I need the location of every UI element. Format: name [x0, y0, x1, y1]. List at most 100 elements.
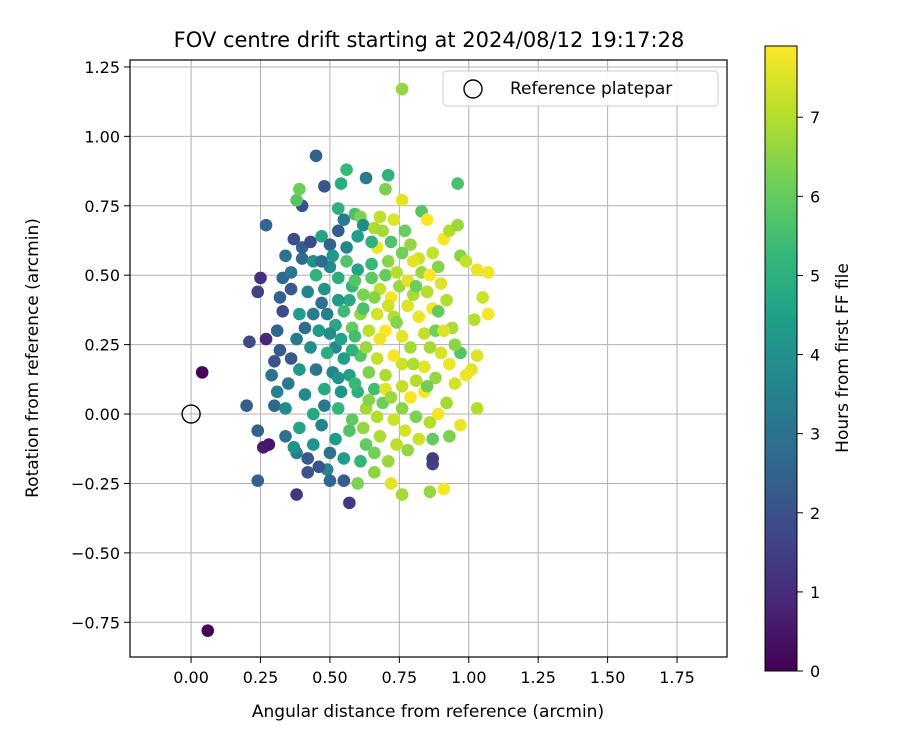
y-tick-label: −0.50 — [71, 544, 120, 563]
y-tick-label: 0.25 — [84, 336, 120, 355]
data-point — [312, 460, 326, 474]
data-point — [373, 332, 387, 346]
data-point — [331, 202, 345, 215]
data-point — [379, 268, 392, 282]
data-point — [315, 418, 328, 432]
data-point — [337, 474, 351, 487]
data-point — [443, 357, 456, 371]
data-point — [251, 424, 265, 437]
data-point — [406, 357, 420, 371]
data-point — [398, 224, 412, 238]
data-point — [268, 399, 281, 413]
data-point — [373, 429, 387, 443]
plot-frame — [129, 59, 728, 658]
data-point — [423, 341, 437, 354]
data-point — [320, 307, 334, 321]
data-point — [326, 249, 340, 263]
data-point — [431, 304, 445, 318]
data-point — [290, 488, 303, 501]
data-point — [470, 402, 484, 415]
data-point — [368, 291, 381, 304]
data-point — [331, 402, 345, 415]
reference-point — [181, 404, 201, 424]
data-point — [409, 410, 423, 424]
colorbar-tick-label: 6 — [810, 187, 820, 206]
data-point — [370, 410, 384, 424]
data-point — [401, 443, 414, 457]
data-point — [334, 332, 348, 346]
x-tick-label: 1.00 — [451, 668, 487, 687]
data-point — [387, 413, 401, 426]
data-point — [434, 346, 448, 360]
y-tick-label: 1.00 — [84, 127, 120, 146]
data-point — [423, 485, 437, 499]
data-point — [370, 307, 384, 321]
colorbar-tick-label: 3 — [810, 425, 820, 444]
data-point — [251, 285, 265, 299]
data-point — [345, 343, 359, 357]
data-point — [337, 452, 351, 465]
data-point — [429, 371, 442, 385]
data-point — [431, 260, 445, 274]
data-point — [337, 304, 351, 318]
x-tick-label: 1.25 — [520, 668, 556, 687]
data-point — [262, 438, 276, 451]
data-point — [370, 352, 384, 365]
colorbar-tick-label: 0 — [810, 662, 820, 681]
data-point — [384, 391, 398, 404]
data-point — [304, 235, 317, 249]
data-point — [201, 624, 215, 637]
data-point — [240, 399, 253, 413]
x-tick-label: 0.25 — [243, 668, 279, 687]
data-point — [337, 352, 351, 365]
data-point — [459, 255, 473, 268]
data-point — [259, 332, 273, 346]
data-point — [418, 360, 431, 374]
data-point — [340, 255, 353, 268]
data-point — [281, 377, 295, 390]
data-point — [318, 382, 331, 396]
data-point — [409, 374, 423, 388]
data-point — [387, 213, 401, 226]
data-point — [381, 255, 395, 268]
data-point — [348, 377, 362, 390]
data-point — [387, 349, 401, 363]
data-point — [384, 235, 398, 249]
data-point — [362, 393, 376, 407]
chart-title: FOV centre drift starting at 2024/08/12 … — [174, 28, 685, 52]
data-point — [359, 171, 373, 185]
data-point — [426, 246, 439, 260]
data-point — [343, 496, 356, 510]
data-point — [379, 182, 392, 196]
data-point — [287, 441, 301, 454]
data-point — [423, 416, 437, 429]
data-point — [284, 266, 298, 279]
data-point — [354, 454, 367, 468]
data-point — [323, 238, 337, 251]
data-point — [287, 232, 301, 246]
data-point — [470, 263, 484, 276]
data-point — [373, 210, 387, 224]
data-point — [365, 271, 378, 285]
data-point — [343, 293, 356, 307]
data-point — [395, 193, 409, 207]
data-point — [423, 268, 437, 282]
data-point — [323, 446, 337, 460]
data-point — [323, 474, 337, 487]
data-point — [426, 432, 439, 446]
data-point — [395, 82, 409, 96]
colorbar-label: Hours from first FF file — [833, 263, 853, 453]
data-point — [356, 302, 370, 315]
data-point — [304, 341, 317, 354]
data-point — [420, 285, 434, 299]
x-tick-label: 0.50 — [312, 668, 348, 687]
data-point — [320, 346, 334, 360]
data-point — [412, 310, 426, 324]
data-point — [345, 413, 359, 426]
data-point — [306, 307, 320, 321]
data-point — [434, 277, 448, 290]
x-axis-label: Angular distance from reference (arcmin) — [252, 702, 604, 722]
data-point — [470, 349, 484, 363]
data-point — [343, 424, 356, 437]
data-point — [448, 377, 462, 390]
